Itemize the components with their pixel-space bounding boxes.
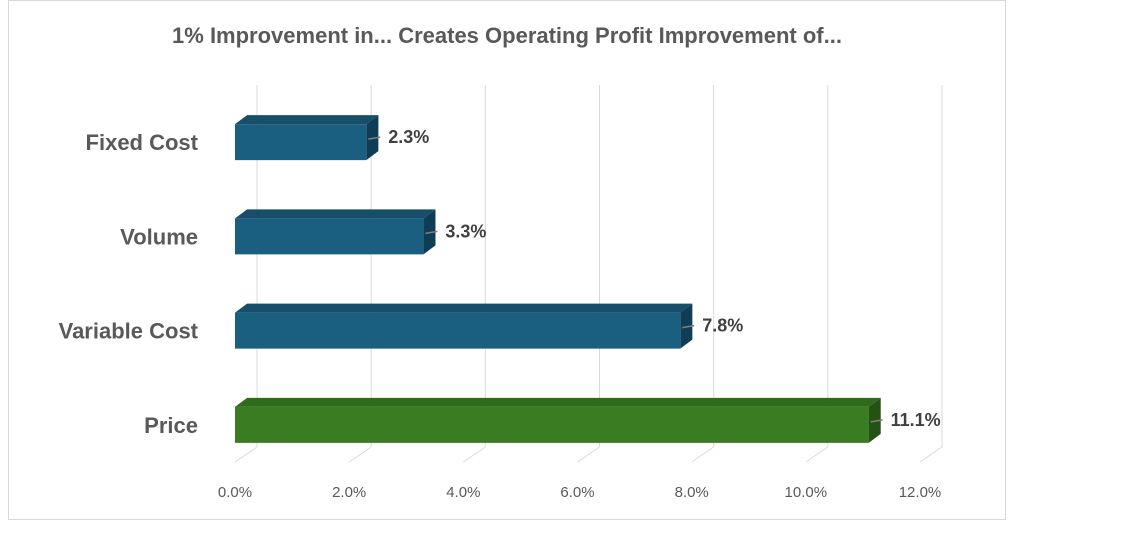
- chart-title: 1% Improvement in... Creates Operating P…: [172, 23, 842, 48]
- category-label: Price: [144, 413, 198, 438]
- data-label-leader: [425, 230, 438, 235]
- bar-top-face: [235, 209, 436, 219]
- gridline-floor: [691, 446, 714, 463]
- bar-variable-cost: [235, 303, 693, 349]
- bar-front-face: [235, 406, 869, 443]
- category-label: Fixed Cost: [86, 130, 199, 155]
- bar-top-face: [235, 115, 379, 125]
- x-tick-label: 12.0%: [899, 484, 942, 501]
- data-label: 3.3%: [445, 221, 486, 241]
- bars: [235, 115, 881, 443]
- x-tick-label: 0.0%: [218, 484, 252, 501]
- x-tick-label: 4.0%: [446, 484, 480, 501]
- data-label: 11.1%: [891, 410, 941, 430]
- gridline-floor: [234, 446, 258, 463]
- bar-side-face: [680, 303, 693, 349]
- bar-side-face: [423, 209, 436, 255]
- bar-top-face: [235, 397, 881, 407]
- data-label: 2.3%: [388, 127, 429, 147]
- bar-volume: [235, 209, 436, 255]
- bar-front-face: [235, 218, 424, 255]
- bar-price: [235, 397, 881, 443]
- data-label-leader: [368, 136, 381, 140]
- gridline-floor: [463, 446, 486, 463]
- data-label: 7.8%: [702, 316, 743, 336]
- bar-fixed-cost: [235, 115, 379, 161]
- category-label: Volume: [120, 224, 198, 249]
- labels: 0.0% 2.0% 4.0% 6.0% 8.0% 10.0% 12.0% Fixed Cost…: [59, 127, 942, 501]
- bar-side-face: [868, 397, 881, 443]
- bar-front-face: [235, 124, 367, 161]
- data-label-leader: [870, 419, 883, 423]
- gridline-floor: [348, 446, 372, 463]
- gridline-floor: [577, 446, 600, 463]
- category-label: Variable Cost: [59, 319, 199, 344]
- gridline-floor: [919, 446, 943, 463]
- x-tick-label: 2.0%: [332, 484, 366, 501]
- data-label-leader: [682, 324, 695, 329]
- gridline-floor: [805, 446, 829, 463]
- x-tick-label: 6.0%: [560, 484, 594, 501]
- bar-side-face: [366, 115, 379, 161]
- x-tick-label: 10.0%: [785, 484, 828, 501]
- bar-top-face: [235, 303, 693, 313]
- bar-front-face: [235, 312, 681, 349]
- x-tick-label: 8.0%: [675, 484, 709, 501]
